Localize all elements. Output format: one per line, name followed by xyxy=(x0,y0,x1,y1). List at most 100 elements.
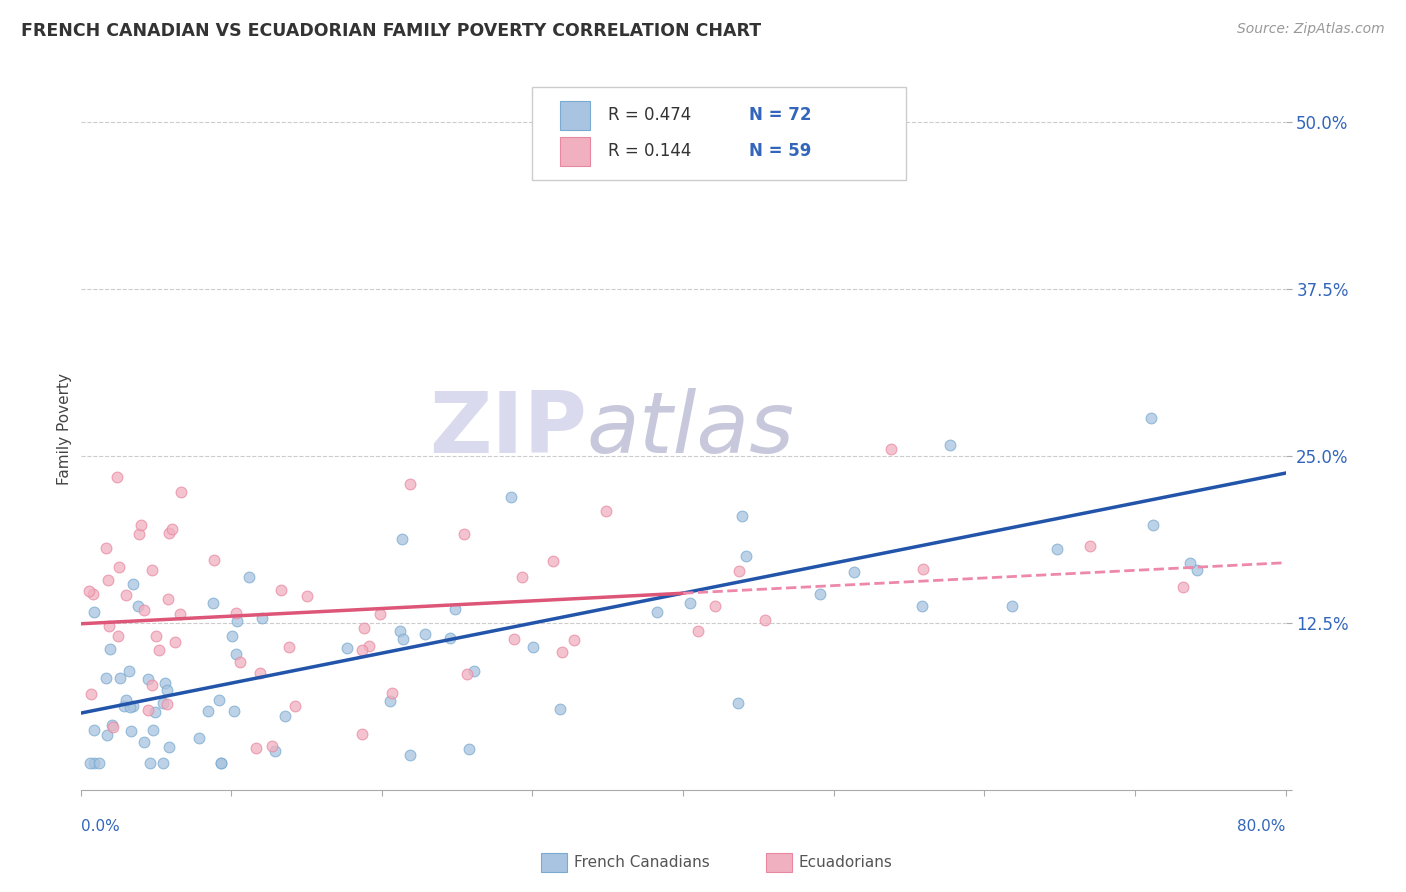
Point xyxy=(82,587,104,601)
Point xyxy=(202,596,225,610)
Point xyxy=(352,727,374,741)
Point xyxy=(273,709,295,723)
Point xyxy=(238,570,260,584)
Point xyxy=(250,611,273,625)
Point xyxy=(399,477,422,491)
Point xyxy=(96,727,118,741)
Point xyxy=(731,508,754,523)
Point xyxy=(148,643,170,657)
Point xyxy=(225,647,247,661)
Text: Source: ZipAtlas.com: Source: ZipAtlas.com xyxy=(1237,22,1385,37)
Point xyxy=(1187,563,1209,577)
Point xyxy=(197,704,219,718)
Point xyxy=(249,666,271,681)
Point xyxy=(551,645,574,659)
Point xyxy=(368,607,391,622)
Point xyxy=(562,633,585,648)
Point xyxy=(793,155,815,169)
Point xyxy=(647,605,669,619)
Point xyxy=(439,632,461,646)
Point xyxy=(1078,539,1101,553)
Point xyxy=(1046,541,1069,556)
Point xyxy=(501,490,523,504)
Point xyxy=(141,562,163,576)
Point xyxy=(187,731,209,745)
Text: FRENCH CANADIAN VS ECUADORIAN FAMILY POVERTY CORRELATION CHART: FRENCH CANADIAN VS ECUADORIAN FAMILY POV… xyxy=(21,22,761,40)
Point xyxy=(136,703,159,717)
Point xyxy=(87,756,110,771)
Point xyxy=(141,678,163,692)
Point xyxy=(295,589,318,603)
Point xyxy=(134,603,156,617)
Point xyxy=(114,693,136,707)
Point xyxy=(108,672,131,686)
Point xyxy=(94,671,117,685)
Text: N = 72: N = 72 xyxy=(749,106,811,124)
Point xyxy=(911,599,934,613)
Point xyxy=(120,723,142,738)
Point xyxy=(143,706,166,720)
Point xyxy=(359,639,381,653)
Point xyxy=(262,739,284,753)
Point xyxy=(1139,410,1161,425)
Point xyxy=(388,624,411,639)
Point xyxy=(463,664,485,678)
Point xyxy=(155,676,177,690)
Point xyxy=(165,635,187,649)
Point xyxy=(391,532,413,546)
Point xyxy=(145,629,167,643)
Point xyxy=(128,527,150,541)
Point xyxy=(83,756,105,771)
Point xyxy=(728,564,751,578)
Point xyxy=(229,655,252,669)
Point xyxy=(336,641,359,656)
Point xyxy=(118,700,141,714)
Point xyxy=(264,744,287,758)
Point xyxy=(270,583,292,598)
Point xyxy=(278,640,301,654)
Point xyxy=(80,687,103,701)
Point xyxy=(101,718,124,732)
Point xyxy=(152,756,174,771)
Point xyxy=(77,584,100,599)
Text: 80.0%: 80.0% xyxy=(1237,819,1285,834)
Point xyxy=(226,615,249,629)
Point xyxy=(679,596,702,610)
Point xyxy=(121,699,143,714)
Point xyxy=(808,587,831,601)
Point xyxy=(94,541,117,555)
Point xyxy=(122,577,145,591)
Point xyxy=(83,605,105,619)
Point xyxy=(541,554,564,568)
Point xyxy=(754,613,776,627)
Point xyxy=(381,686,404,700)
Point xyxy=(727,696,749,710)
Text: ZIP: ZIP xyxy=(429,388,586,471)
Point xyxy=(129,517,152,532)
Point xyxy=(202,553,225,567)
Point xyxy=(134,734,156,748)
Point xyxy=(157,591,180,606)
Point xyxy=(156,698,179,712)
Point xyxy=(139,756,162,771)
Point xyxy=(157,526,180,541)
Point xyxy=(353,622,375,636)
Point xyxy=(208,693,231,707)
Text: Ecuadorians: Ecuadorians xyxy=(799,855,893,870)
Point xyxy=(912,562,935,576)
Point xyxy=(595,504,617,518)
Text: R = 0.144: R = 0.144 xyxy=(609,143,692,161)
Point xyxy=(735,549,758,564)
Point xyxy=(413,627,436,641)
Point xyxy=(548,702,571,716)
Point xyxy=(83,723,105,737)
Point xyxy=(142,723,165,738)
Point xyxy=(456,666,478,681)
Point xyxy=(284,698,307,713)
Point xyxy=(1142,518,1164,533)
Point xyxy=(1001,599,1024,613)
Point xyxy=(156,683,179,698)
Point xyxy=(512,570,534,584)
Point xyxy=(157,739,180,754)
Text: R = 0.474: R = 0.474 xyxy=(609,106,692,124)
